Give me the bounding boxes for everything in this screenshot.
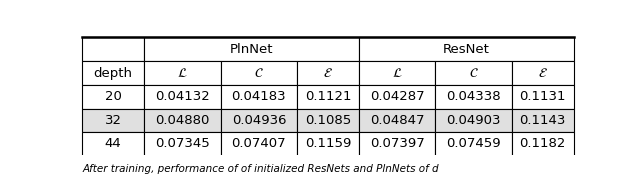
Bar — [83, 132, 144, 156]
Bar — [144, 61, 221, 85]
Text: 0.04936: 0.04936 — [232, 114, 286, 127]
Text: 0.04287: 0.04287 — [370, 90, 424, 103]
Bar — [83, 109, 144, 132]
Bar — [512, 61, 573, 85]
Text: 0.1121: 0.1121 — [305, 90, 351, 103]
Text: depth: depth — [93, 67, 132, 80]
Text: 0.07407: 0.07407 — [232, 137, 286, 150]
Bar — [297, 109, 359, 132]
Text: $\mathcal{L}$: $\mathcal{L}$ — [392, 67, 403, 80]
Bar — [435, 85, 512, 109]
Text: 0.04183: 0.04183 — [232, 90, 286, 103]
Text: 0.1085: 0.1085 — [305, 114, 351, 127]
Text: 0.04132: 0.04132 — [155, 90, 210, 103]
Bar — [359, 109, 435, 132]
Text: 0.1159: 0.1159 — [305, 137, 351, 150]
Bar — [83, 61, 144, 85]
Bar — [297, 61, 359, 85]
Text: 0.07397: 0.07397 — [370, 137, 424, 150]
Bar — [221, 132, 297, 156]
Text: 0.04903: 0.04903 — [447, 114, 501, 127]
Bar — [83, 37, 144, 61]
Text: 0.1182: 0.1182 — [520, 137, 566, 150]
Bar — [512, 85, 573, 109]
Text: 44: 44 — [105, 137, 122, 150]
Bar — [144, 37, 359, 61]
Bar — [359, 85, 435, 109]
Text: 32: 32 — [105, 114, 122, 127]
Text: 0.1143: 0.1143 — [520, 114, 566, 127]
Bar — [144, 132, 221, 156]
Bar — [359, 37, 573, 61]
Bar — [221, 85, 297, 109]
Bar — [512, 132, 573, 156]
Text: 20: 20 — [105, 90, 122, 103]
Bar — [435, 132, 512, 156]
Text: $\mathcal{C}$: $\mathcal{C}$ — [254, 67, 264, 80]
Bar — [297, 132, 359, 156]
Bar — [435, 109, 512, 132]
Text: 0.07345: 0.07345 — [155, 137, 210, 150]
Bar — [221, 61, 297, 85]
Text: $\mathcal{L}$: $\mathcal{L}$ — [177, 67, 188, 80]
Bar — [359, 61, 435, 85]
Bar — [435, 61, 512, 85]
Bar — [144, 85, 221, 109]
Text: 0.04847: 0.04847 — [370, 114, 424, 127]
Text: After training, performance of of initialized ResNets and PlnNets of d: After training, performance of of initia… — [83, 164, 439, 174]
Text: 0.07459: 0.07459 — [446, 137, 501, 150]
Text: ResNet: ResNet — [443, 42, 490, 56]
Bar — [144, 109, 221, 132]
Text: 0.04880: 0.04880 — [155, 114, 209, 127]
Bar — [221, 109, 297, 132]
Bar — [297, 85, 359, 109]
Text: $\mathcal{E}$: $\mathcal{E}$ — [323, 67, 333, 80]
Text: PlnNet: PlnNet — [230, 42, 273, 56]
Text: $\mathcal{C}$: $\mathcal{C}$ — [469, 67, 479, 80]
Text: 0.04338: 0.04338 — [446, 90, 501, 103]
Bar — [83, 85, 144, 109]
Bar — [512, 109, 573, 132]
Text: $\mathcal{E}$: $\mathcal{E}$ — [538, 67, 548, 80]
Bar — [359, 132, 435, 156]
Text: 0.1131: 0.1131 — [520, 90, 566, 103]
